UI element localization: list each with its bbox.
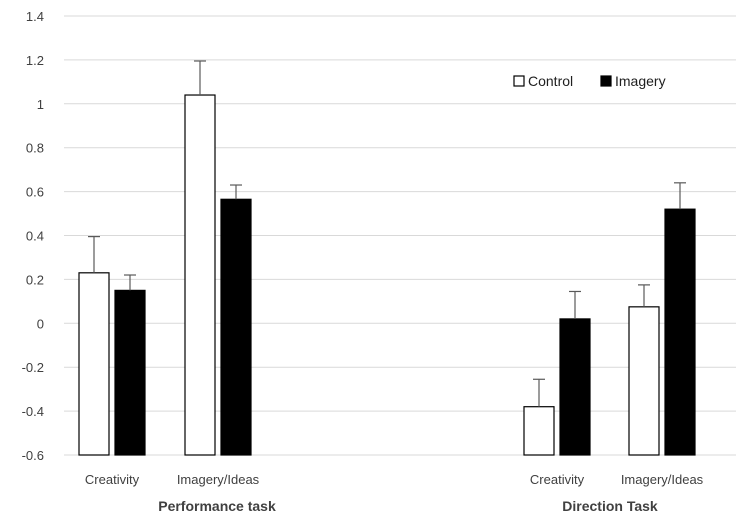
legend-swatch-control bbox=[513, 75, 525, 87]
y-tick-label: -0.4 bbox=[22, 404, 44, 419]
y-axis-ticks: 1.4 1.2 1 0.8 0.6 0.4 0.2 0 -0.2 -0.4 -0.6 bbox=[22, 9, 44, 463]
category-label: Creativity bbox=[85, 472, 140, 487]
legend-label-control: Control bbox=[528, 73, 573, 89]
legend: Control Imagery bbox=[513, 73, 666, 89]
group-label: Performance task bbox=[158, 498, 276, 514]
group-labels: Performance task Direction Task bbox=[158, 498, 658, 514]
group-label: Direction Task bbox=[562, 498, 658, 514]
y-tick-label: 0.2 bbox=[26, 272, 44, 287]
y-tick-label: 1.4 bbox=[26, 9, 44, 24]
error-bars bbox=[88, 60, 686, 407]
category-label: Imagery/Ideas bbox=[621, 472, 704, 487]
category-label: Imagery/Ideas bbox=[177, 472, 260, 487]
category-label: Creativity bbox=[530, 472, 585, 487]
y-tick-label: -0.2 bbox=[22, 360, 44, 375]
bar-control-4 bbox=[628, 306, 660, 456]
gridlines bbox=[64, 15, 736, 456]
y-tick-label: 0 bbox=[37, 316, 44, 331]
y-tick-label: 1.2 bbox=[26, 53, 44, 68]
y-tick-label: 0.4 bbox=[26, 229, 44, 244]
bar-imagery-2 bbox=[220, 198, 252, 456]
y-tick-label: 0.8 bbox=[26, 141, 44, 156]
bar-control-2 bbox=[184, 94, 216, 456]
y-tick-label: 0.6 bbox=[26, 185, 44, 200]
y-tick-label: -0.6 bbox=[22, 448, 44, 463]
bar-control-1 bbox=[78, 272, 110, 456]
bar-imagery-3 bbox=[559, 318, 591, 456]
legend-label-imagery: Imagery bbox=[615, 73, 666, 89]
bar-imagery-4 bbox=[664, 208, 696, 456]
bar-imagery-1 bbox=[114, 289, 146, 456]
category-labels: Creativity Imagery/Ideas Creativity Imagery… bbox=[85, 472, 704, 487]
legend-swatch-imagery bbox=[600, 75, 612, 87]
y-tick-label: 1 bbox=[37, 97, 44, 112]
bars bbox=[78, 94, 696, 456]
bar-control-3 bbox=[523, 406, 555, 456]
